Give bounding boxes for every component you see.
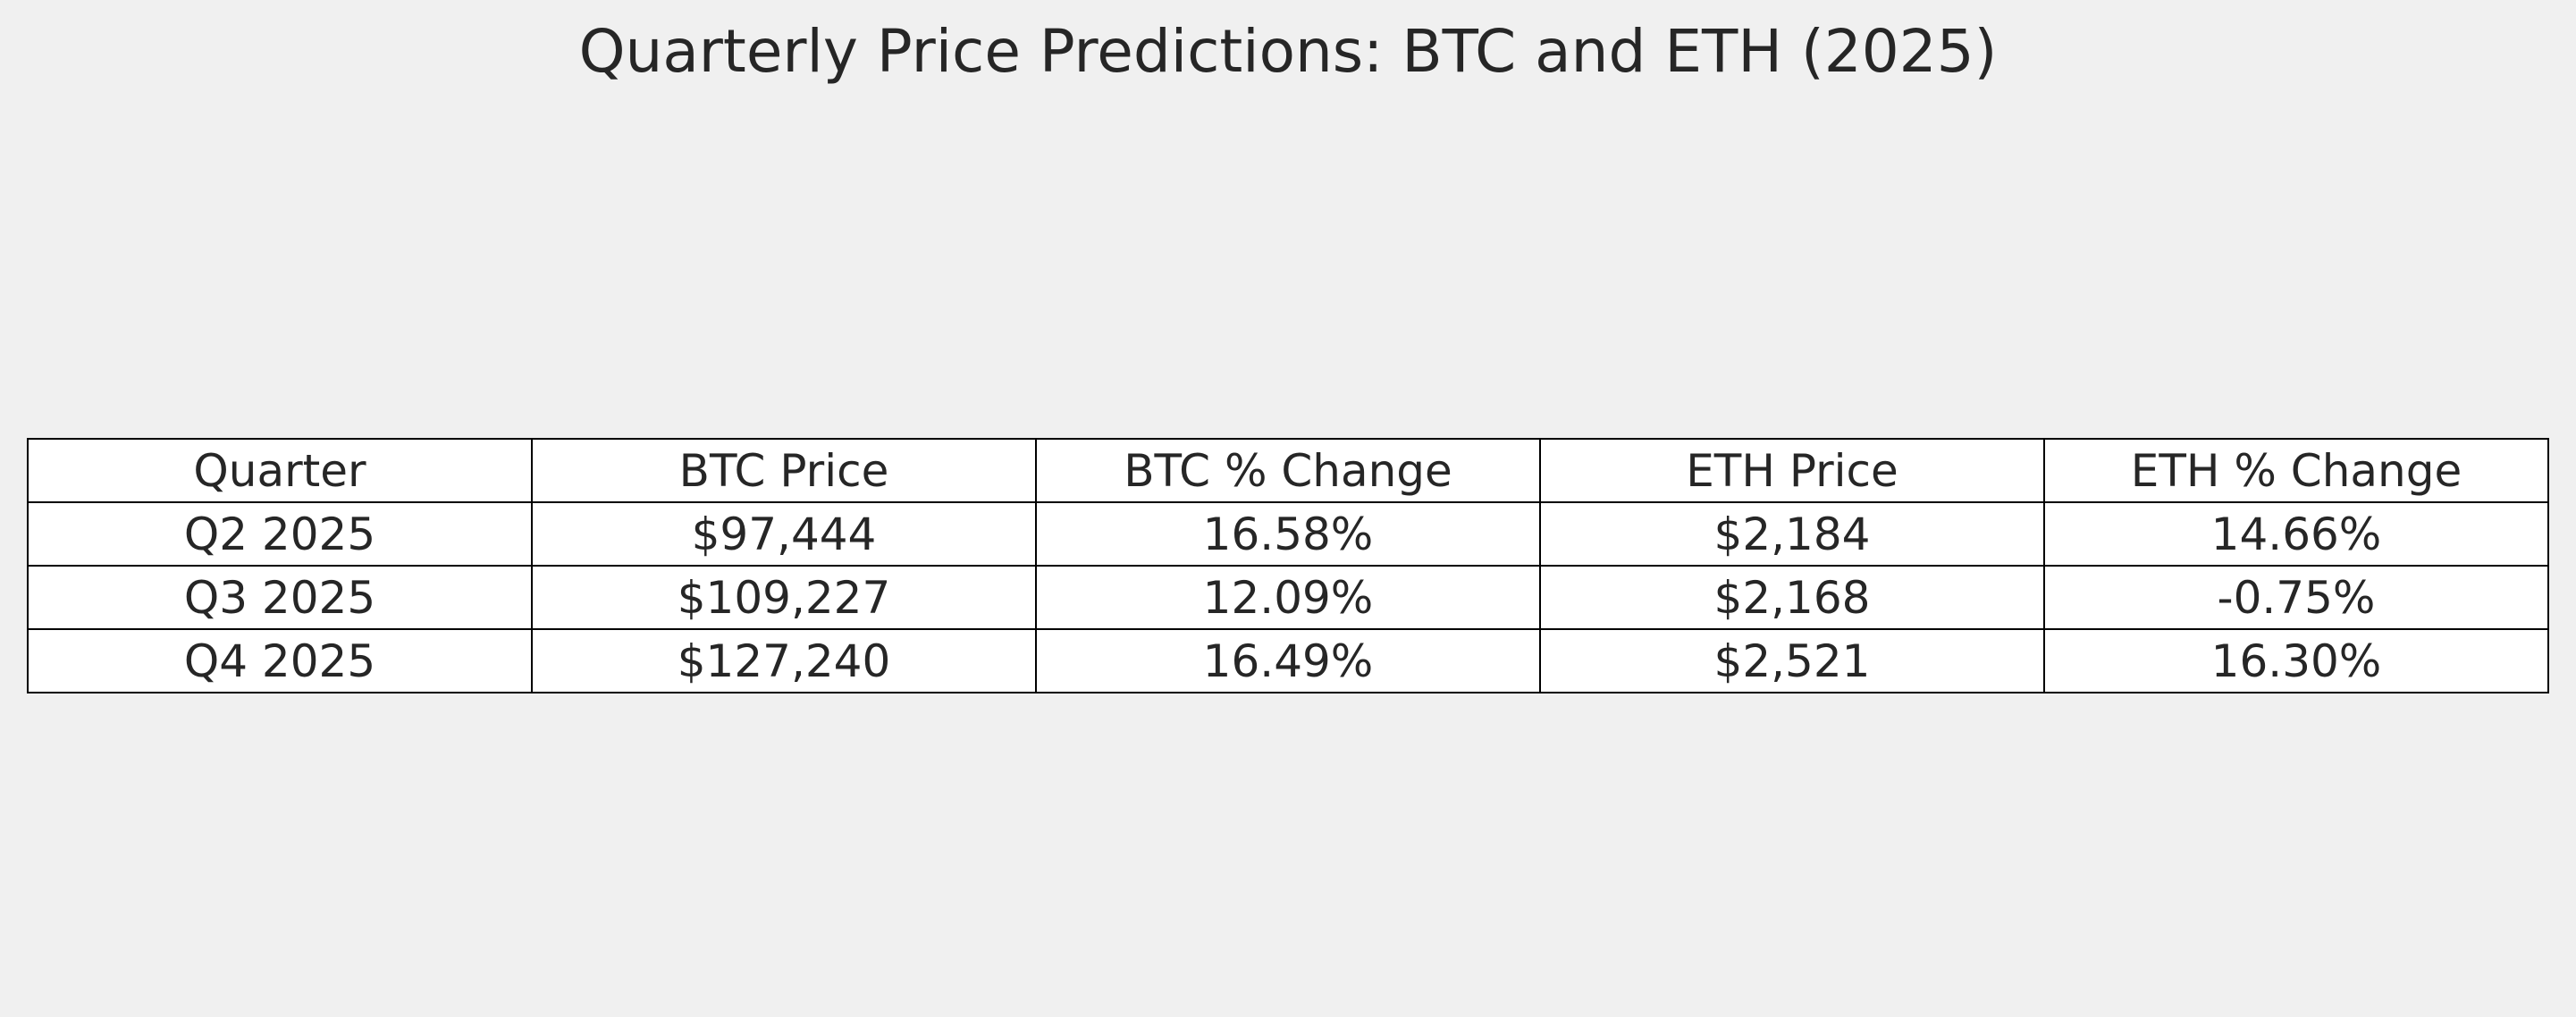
chart-title: Quarterly Price Predictions: BTC and ETH… xyxy=(578,17,1998,86)
table-cell: 16.30% xyxy=(2043,628,2549,693)
column-header-eth-change: ETH % Change xyxy=(2043,438,2549,503)
table-cell: $127,240 xyxy=(531,628,1037,693)
table-header-row: Quarter BTC Price BTC % Change ETH Price… xyxy=(27,438,2549,503)
table-cell: $97,444 xyxy=(531,501,1037,567)
table-row: Q2 2025 $97,444 16.58% $2,184 14.66% xyxy=(27,501,2549,567)
column-header-btc-price: BTC Price xyxy=(531,438,1037,503)
table-cell: -0.75% xyxy=(2043,565,2549,630)
table-row: Q4 2025 $127,240 16.49% $2,521 16.30% xyxy=(27,628,2549,693)
table-cell: $2,184 xyxy=(1539,501,2045,567)
table-cell: $2,521 xyxy=(1539,628,2045,693)
table-row: Q3 2025 $109,227 12.09% $2,168 -0.75% xyxy=(27,565,2549,630)
table-cell: 16.49% xyxy=(1035,628,1541,693)
table-cell: Q2 2025 xyxy=(27,501,533,567)
column-header-eth-price: ETH Price xyxy=(1539,438,2045,503)
table-cell: 16.58% xyxy=(1035,501,1541,567)
column-header-quarter: Quarter xyxy=(27,438,533,503)
price-table: Quarter BTC Price BTC % Change ETH Price… xyxy=(27,438,2549,693)
table-cell: Q3 2025 xyxy=(27,565,533,630)
table-cell: $2,168 xyxy=(1539,565,2045,630)
table-cell: 14.66% xyxy=(2043,501,2549,567)
column-header-btc-change: BTC % Change xyxy=(1035,438,1541,503)
table-cell: Q4 2025 xyxy=(27,628,533,693)
table-cell: $109,227 xyxy=(531,565,1037,630)
table-cell: 12.09% xyxy=(1035,565,1541,630)
